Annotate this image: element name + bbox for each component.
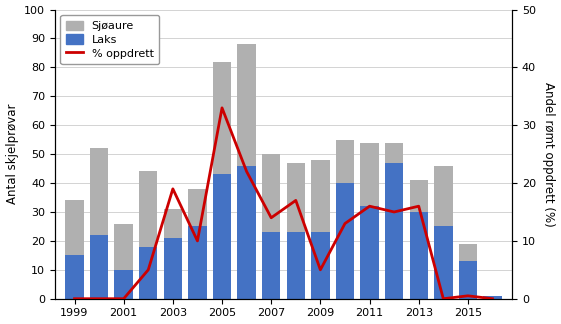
Bar xyxy=(459,244,477,261)
Bar xyxy=(65,201,84,255)
Bar xyxy=(385,163,403,299)
Bar xyxy=(360,206,379,299)
Bar xyxy=(164,209,182,238)
Bar xyxy=(139,171,158,247)
Bar xyxy=(410,180,428,212)
Y-axis label: Antal skjelprøvar: Antal skjelprøvar xyxy=(6,104,19,204)
Bar xyxy=(262,232,280,299)
Bar xyxy=(90,235,108,299)
Bar xyxy=(188,226,206,299)
Bar xyxy=(410,212,428,299)
Bar xyxy=(188,189,206,226)
Bar xyxy=(237,44,256,166)
Bar xyxy=(360,143,379,206)
Bar xyxy=(139,247,158,299)
Bar xyxy=(335,183,354,299)
Bar xyxy=(459,261,477,299)
Bar xyxy=(311,160,330,232)
Bar xyxy=(90,148,108,235)
Legend: Sjøaure, Laks, % oppdrett: Sjøaure, Laks, % oppdrett xyxy=(61,15,159,64)
Bar xyxy=(213,174,231,299)
Bar xyxy=(311,232,330,299)
Bar xyxy=(164,238,182,299)
Bar xyxy=(262,154,280,232)
Bar xyxy=(287,163,305,232)
Bar xyxy=(114,224,133,270)
Bar xyxy=(213,62,231,174)
Y-axis label: Andel rømt oppdrett (%): Andel rømt oppdrett (%) xyxy=(542,82,555,226)
Bar xyxy=(434,226,453,299)
Bar xyxy=(237,166,256,299)
Bar xyxy=(65,255,84,299)
Bar xyxy=(434,166,453,226)
Bar xyxy=(483,296,502,299)
Bar xyxy=(385,143,403,163)
Bar xyxy=(335,140,354,183)
Bar xyxy=(287,232,305,299)
Bar xyxy=(114,270,133,299)
